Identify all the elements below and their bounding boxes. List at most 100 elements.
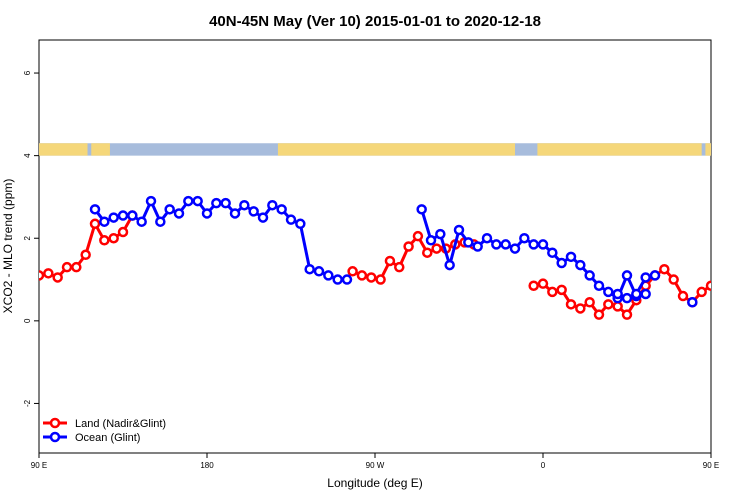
- ocean-point: [453, 224, 465, 236]
- legend-land-label: Land (Nadir&Glint): [75, 418, 166, 430]
- ocean-point: [631, 288, 642, 300]
- land-point: [716, 271, 724, 279]
- ocean-point: [220, 197, 231, 209]
- ocean-point: [192, 195, 203, 207]
- ocean-point: [155, 216, 166, 227]
- land-band-segment: [39, 143, 88, 156]
- land-point: [537, 278, 549, 289]
- land-point: [726, 269, 734, 277]
- ocean-point: [313, 266, 325, 277]
- land-point: [565, 299, 577, 310]
- ocean-point: [416, 204, 427, 215]
- ocean-point: [603, 286, 614, 298]
- ocean-point: [295, 218, 306, 230]
- ocean-point: [575, 259, 586, 271]
- land-point: [735, 273, 743, 281]
- y-tick-label: 2: [23, 235, 32, 240]
- land-point: [621, 309, 633, 320]
- land-point: [575, 303, 586, 314]
- ocean-point: [621, 292, 633, 304]
- ocean-point: [257, 212, 269, 223]
- land-point: [80, 249, 91, 261]
- ocean-point: [201, 208, 213, 219]
- land-point: [403, 241, 414, 252]
- ocean-point: [444, 259, 455, 271]
- land-point: [61, 261, 73, 273]
- land-point: [593, 309, 605, 320]
- land-point: [394, 261, 405, 273]
- ocean-point: [99, 216, 110, 227]
- land-point: [659, 263, 670, 275]
- land-point: [356, 270, 368, 281]
- axes: 90 E 180 90 W 0 90 E -2 0 2 4 6: [23, 70, 719, 470]
- ocean-point: [547, 247, 558, 258]
- ocean-point: [341, 274, 353, 285]
- ocean-point: [323, 270, 334, 281]
- y-tick-label: 6: [23, 70, 32, 75]
- x-tick-label: 90 W: [366, 461, 385, 470]
- x-tick-label: 180: [200, 461, 214, 470]
- land-point: [677, 290, 689, 302]
- legend-land-marker: [49, 417, 61, 429]
- ocean-point: [528, 239, 539, 250]
- land-point: [366, 272, 377, 283]
- x-axis-label: Longitude (deg E): [327, 476, 422, 490]
- land-point: [547, 286, 558, 298]
- land-point: [528, 280, 539, 291]
- ocean-point: [108, 212, 119, 223]
- land-point: [384, 255, 396, 267]
- ocean-point: [687, 297, 698, 308]
- land-point: [89, 218, 101, 230]
- legend-ocean-marker: [49, 431, 61, 443]
- x-tick-label: 90 E: [703, 461, 719, 470]
- ocean-point: [425, 235, 437, 246]
- ocean-point: [127, 210, 138, 221]
- ocean-point: [164, 204, 175, 215]
- x-tick-label: 90 E: [31, 461, 47, 470]
- land-point: [52, 272, 63, 283]
- legend: Land (Nadir&Glint) Ocean (Glint): [43, 417, 166, 444]
- plot-frame: [38, 39, 712, 454]
- land-point: [43, 268, 54, 279]
- land-point: [744, 263, 750, 271]
- ocean-point: [332, 274, 343, 285]
- y-axis-label: XCO2 - MLO trend (ppm): [1, 179, 15, 314]
- chart-title: 40N-45N May (Ver 10) 2015-01-01 to 2020-…: [209, 13, 541, 30]
- ocean-point: [640, 288, 651, 300]
- ocean-point: [145, 195, 157, 207]
- ocean-point: [640, 272, 651, 283]
- ocean-point: [276, 204, 287, 215]
- ocean-point: [481, 232, 493, 244]
- land-point: [584, 297, 595, 308]
- ocean-point: [173, 208, 185, 219]
- ocean-point: [565, 251, 577, 263]
- ocean-point: [89, 204, 101, 215]
- land-point: [412, 230, 424, 242]
- land-point: [99, 235, 110, 246]
- ocean-point: [229, 208, 241, 219]
- ocean-point: [267, 199, 278, 211]
- land-point: [71, 261, 82, 273]
- x-tick-label: 0: [541, 461, 546, 470]
- legend-ocean-label: Ocean (Glint): [75, 432, 140, 444]
- y-tick-label: 0: [23, 318, 32, 323]
- land-band-segment: [277, 143, 515, 156]
- land-point: [696, 286, 707, 298]
- land-point: [668, 274, 679, 285]
- ocean-point: [509, 243, 521, 254]
- y-tick-label: 4: [23, 153, 32, 158]
- ocean-point: [500, 239, 511, 250]
- land-band-segment: [705, 143, 711, 156]
- land-point: [612, 301, 623, 312]
- land-point: [117, 226, 129, 238]
- ocean-point: [285, 214, 297, 225]
- ocean-point: [435, 228, 446, 240]
- land-band-segment: [537, 143, 702, 156]
- ocean-point: [519, 232, 530, 244]
- ocean-point: [649, 270, 661, 281]
- land-point: [556, 284, 567, 296]
- ocean-point: [612, 288, 623, 300]
- land-ocean-band: [39, 143, 711, 156]
- ocean-point: [621, 270, 633, 281]
